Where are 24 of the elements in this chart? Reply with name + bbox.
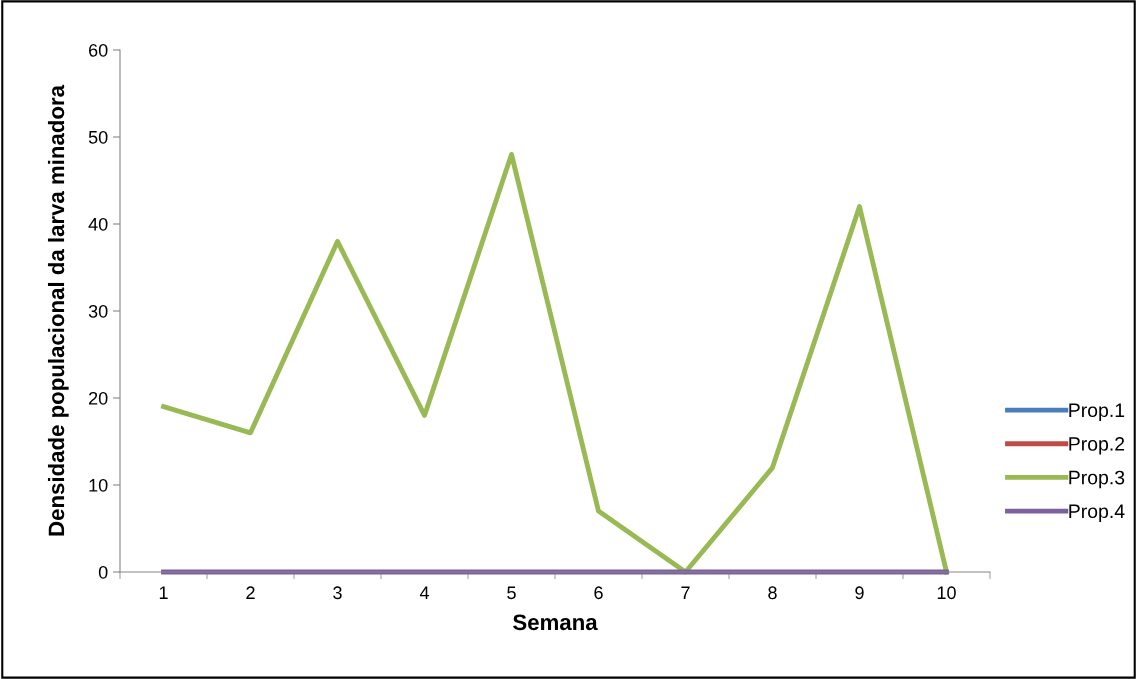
x-tick-label: 9 (855, 586, 864, 600)
y-tick-label: 40 (88, 217, 108, 231)
line-series (161, 151, 949, 575)
y-axis-title: Densidade populacional da larva minadora (47, 84, 69, 536)
x-tick-label: 4 (419, 586, 429, 599)
y-tick-label: 50 (88, 130, 108, 144)
y-tick-label: 0 (98, 565, 108, 579)
x-tick-label: 1 (159, 586, 168, 599)
x-tick-label: 8 (768, 586, 777, 600)
x-tick-label: 10 (937, 586, 956, 600)
legend-label: Prop.4 (1069, 504, 1125, 522)
x-tick-label: 6 (594, 586, 603, 600)
legend-label: Prop.3 (1069, 470, 1125, 489)
y-tick-label: 60 (89, 43, 108, 57)
x-tick-label: 3 (333, 586, 342, 600)
x-tick-label: 5 (507, 586, 516, 600)
y-tick-label: 20 (89, 391, 108, 405)
legend-label: Prop.2 (1069, 436, 1125, 455)
y-tick-label: 30 (88, 304, 108, 318)
x-tick-label: 2 (246, 586, 255, 599)
x-axis-title: Semana (513, 614, 598, 631)
legend-label: Prop.1 (1069, 403, 1125, 421)
y-tick-label: 10 (89, 478, 108, 492)
x-tick-label: 7 (681, 586, 690, 599)
